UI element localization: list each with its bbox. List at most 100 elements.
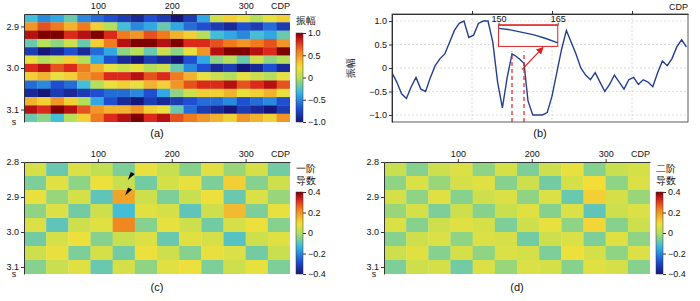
heat-cell <box>268 260 290 274</box>
heat-cell <box>184 89 198 98</box>
heat-cell <box>157 31 171 40</box>
heat-cell <box>197 39 211 48</box>
heat-cell <box>170 22 184 31</box>
tick-mark <box>21 162 24 163</box>
heat-cell <box>135 176 157 190</box>
tick: 3.0 <box>6 227 24 237</box>
heat-cell <box>144 89 158 98</box>
heat-cell <box>210 105 224 114</box>
tick-label: 0.5 <box>374 40 387 50</box>
y-axis: 2.82.93.03.1 <box>366 157 384 274</box>
heat-cell <box>184 47 198 56</box>
heat-cell <box>606 218 628 232</box>
heat-cell <box>451 218 473 232</box>
heat-cell <box>473 260 495 274</box>
heat-cell <box>517 204 539 218</box>
heat-cell <box>246 218 268 232</box>
heat-cell <box>37 89 51 98</box>
tick-label: 0.5 <box>308 51 321 61</box>
tick: 0.5 <box>303 51 321 61</box>
heat-cell <box>237 89 251 98</box>
heat-cell <box>24 105 38 114</box>
heat-cell <box>628 162 650 176</box>
heat-cell <box>91 72 105 81</box>
heat-cell <box>250 97 264 106</box>
heat-cell <box>46 176 68 190</box>
heat-cell <box>263 114 277 122</box>
heat-cell <box>277 14 290 23</box>
tick-label: 165 <box>551 14 566 24</box>
heat-cell <box>201 246 223 260</box>
heat-cell <box>157 105 171 114</box>
heat-cell <box>77 89 91 98</box>
heat-cell <box>237 31 251 40</box>
heat-cell <box>144 56 158 65</box>
tick-label: 300 <box>239 1 254 11</box>
heat-cell <box>561 190 583 204</box>
heat-cell <box>157 47 171 56</box>
heat-cell <box>197 89 211 98</box>
tick: 2.9 <box>366 192 384 202</box>
heat-cell <box>628 190 650 204</box>
heat-cell <box>51 14 65 23</box>
tick-label: 200 <box>525 149 540 159</box>
heat-cell <box>606 204 628 218</box>
heat-cell <box>117 97 131 106</box>
tick: −0.5 <box>303 95 326 105</box>
heat-cell <box>104 80 118 89</box>
heat-cell <box>237 114 251 122</box>
heat-cell <box>210 14 224 23</box>
heat-cell <box>104 97 118 106</box>
heat-cell <box>268 232 290 246</box>
heat-cell <box>561 162 583 176</box>
tick-label: 2.8 <box>366 157 379 167</box>
y-axis-title: s <box>372 269 377 279</box>
heat-cell <box>197 31 211 40</box>
heat-cell <box>68 246 90 260</box>
heat-cell <box>277 105 290 114</box>
heat-cell <box>117 47 131 56</box>
heat-cell <box>184 39 198 48</box>
heat-cell <box>473 176 495 190</box>
heat-cell <box>517 190 539 204</box>
y-axis-title: s <box>12 269 17 279</box>
tick: −0.4 <box>663 269 686 279</box>
heat-cell <box>157 246 179 260</box>
tick-label: 0 <box>382 63 387 73</box>
tick-mark <box>381 267 384 268</box>
heat-cell <box>201 260 223 274</box>
colorbar-axis: 0.40.20−0.2−0.4 <box>303 187 326 279</box>
heat-cell <box>201 176 223 190</box>
tick-mark <box>663 192 666 193</box>
heat-cell <box>91 218 113 232</box>
heat-cell <box>277 89 290 98</box>
heat-cell <box>91 22 105 31</box>
heat-cell <box>384 176 406 190</box>
tick-mark <box>381 162 384 163</box>
heat-cell <box>144 114 158 122</box>
heat-cell <box>539 162 561 176</box>
heat-cell <box>77 80 91 89</box>
heat-cell <box>51 31 65 40</box>
heat-cell <box>170 89 184 98</box>
heat-cell <box>210 39 224 48</box>
heat-cell <box>250 14 264 23</box>
heat-cell <box>130 31 144 40</box>
heat-cell <box>246 232 268 246</box>
tick-label: 200 <box>165 1 180 11</box>
heat-cell <box>157 176 179 190</box>
heat-cell <box>224 56 238 65</box>
heat-cell <box>517 260 539 274</box>
tick: 300 <box>239 149 254 162</box>
heat-cell <box>144 22 158 31</box>
heat-cell <box>224 31 238 40</box>
heat-cell <box>517 218 539 232</box>
tick-mark <box>458 159 459 162</box>
heat-cell <box>64 39 78 48</box>
tick-mark <box>21 267 24 268</box>
heat-cell <box>77 105 91 114</box>
heat-cell <box>51 105 65 114</box>
heat-cell <box>130 89 144 98</box>
tick: 0 <box>303 73 313 83</box>
tick-label: 100 <box>451 149 466 159</box>
